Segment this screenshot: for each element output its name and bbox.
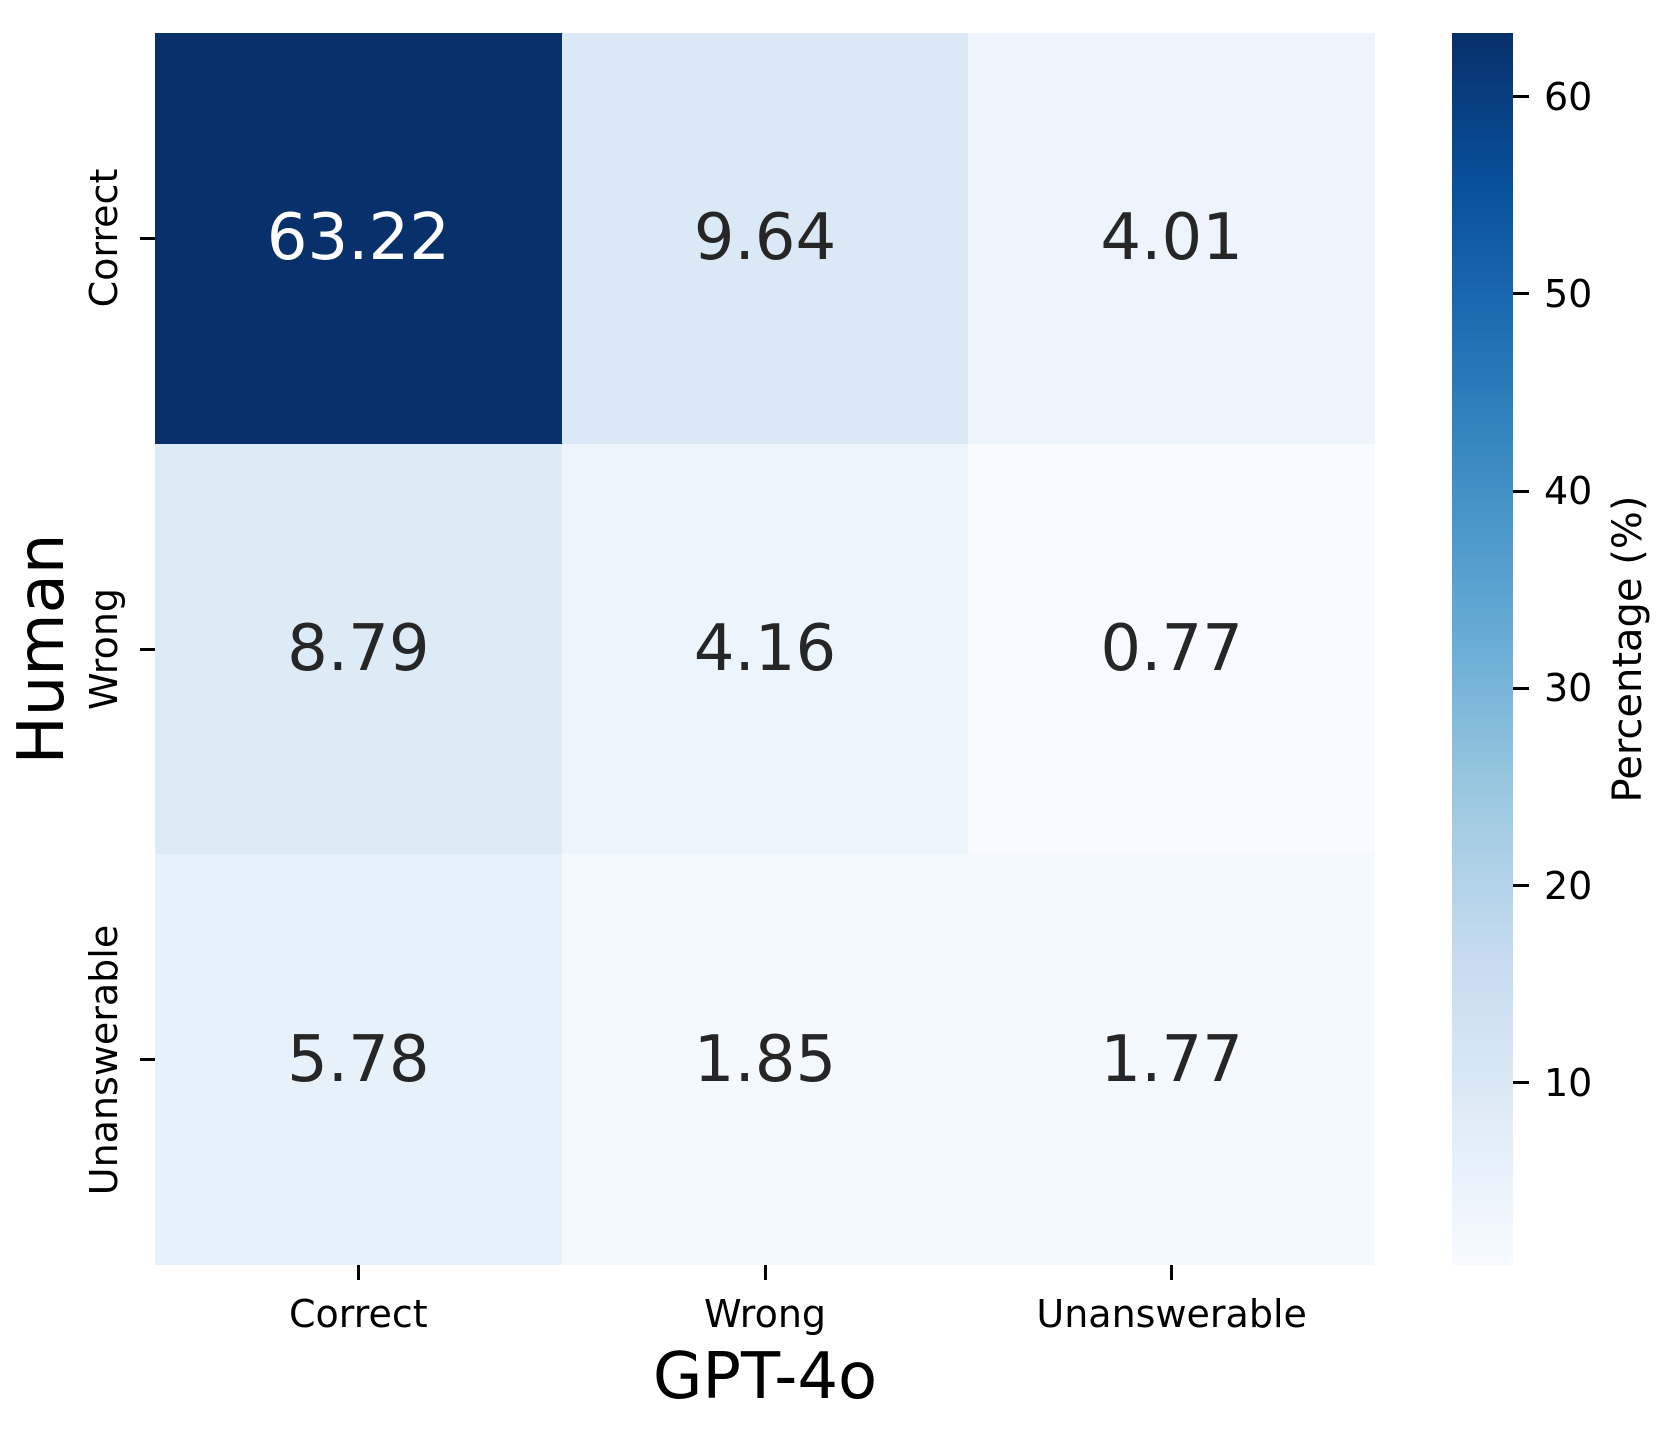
y-axis-label: Human: [5, 533, 79, 765]
cell-annotation: 4.16: [693, 611, 837, 686]
heatmap-cell: 8.79: [155, 443, 562, 855]
colorbar-tick-label: 50: [1544, 271, 1593, 316]
heatmap-cell: 5.78: [155, 854, 562, 1265]
y-tick-mark: [140, 647, 155, 651]
colorbar-tick-mark: [1513, 686, 1529, 690]
colorbar-tick-mark: [1513, 884, 1529, 888]
colorbar-tick-label: 40: [1544, 469, 1593, 514]
cell-annotation: 9.64: [693, 201, 837, 276]
heatmap-cell: 9.64: [561, 33, 969, 444]
colorbar-tick-mark: [1513, 489, 1529, 493]
colorbar-tick-label: 60: [1544, 74, 1593, 119]
y-tick-label: Unanswerable: [82, 924, 126, 1195]
cell-annotation: 63.22: [266, 201, 450, 276]
x-tick-mark: [356, 1265, 360, 1280]
colorbar-tick-label: 20: [1544, 863, 1593, 908]
y-tick-mark: [140, 236, 155, 240]
cell-annotation: 8.79: [287, 611, 430, 686]
heatmap-cell: 0.77: [968, 443, 1375, 855]
x-tick-mark: [1170, 1265, 1174, 1280]
y-tick-mark: [140, 1058, 155, 1062]
cell-annotation: 4.01: [1100, 201, 1243, 276]
cell-annotation: 1.85: [693, 1022, 837, 1097]
heatmap-axes: 63.22 9.64 4.01 8.79 4.16 0.77 5.78 1.85 1.77: [155, 33, 1375, 1265]
x-tick-label: Unanswerable: [1036, 1292, 1307, 1336]
cell-annotation: 0.77: [1100, 611, 1243, 686]
x-tick-mark: [763, 1265, 767, 1280]
colorbar-tick-label: 30: [1544, 666, 1593, 711]
x-axis-label: GPT-4o: [652, 1340, 878, 1414]
colorbar-tick-mark: [1513, 292, 1529, 296]
y-tick-label: Correct: [82, 168, 126, 308]
cell-annotation: 1.77: [1100, 1022, 1243, 1097]
x-tick-label: Wrong: [703, 1292, 827, 1336]
y-tick-label: Wrong: [82, 587, 126, 711]
colorbar-gradient: [1452, 33, 1513, 1265]
x-tick-label: Correct: [288, 1292, 428, 1336]
heatmap-cell: 1.85: [561, 854, 969, 1265]
heatmap-cell: 63.22: [155, 33, 562, 444]
colorbar-tick-mark: [1513, 1081, 1529, 1085]
heatmap-cell: 1.77: [968, 854, 1375, 1265]
colorbar-tick-label: 10: [1544, 1060, 1593, 1105]
cell-annotation: 5.78: [287, 1022, 430, 1097]
colorbar-label: Percentage (%): [1605, 495, 1651, 803]
heatmap-cell: 4.01: [968, 33, 1375, 444]
colorbar-tick-mark: [1513, 95, 1529, 99]
heatmap-cell: 4.16: [561, 443, 969, 855]
